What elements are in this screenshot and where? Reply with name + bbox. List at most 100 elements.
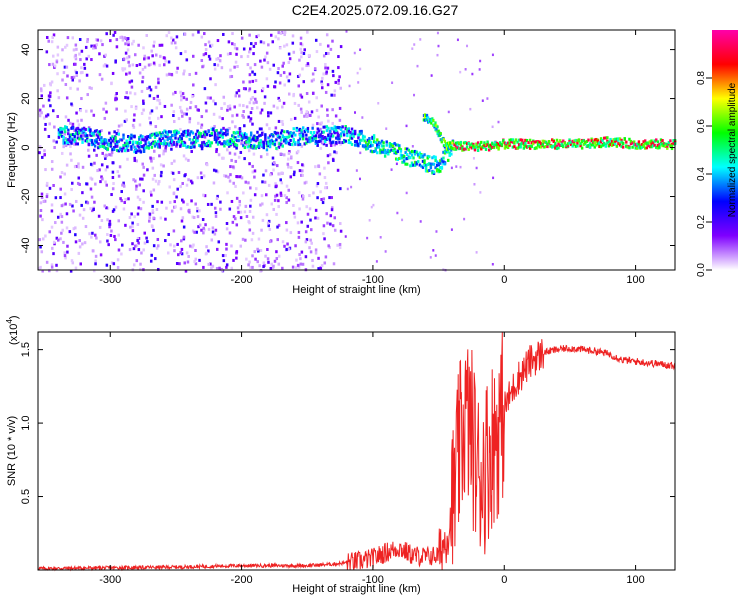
spectrogram-ridge-cell [298,137,302,141]
spectrogram-noise-cell [251,70,254,74]
spectrogram-noise-cell [287,198,291,202]
spectrogram-ridge-cell [152,142,155,146]
spectrogram-ridge-cell [122,133,125,137]
spectrogram-noise-cell [273,85,277,89]
spectrogram-noise-cell [174,205,177,209]
spectrogram-noise-cell [170,209,174,213]
spectrogram-noise-cell [176,242,179,246]
spectrogram-noise-cell [268,127,271,131]
spectrogram-noise-cell [325,33,329,37]
spectrogram-noise-cell [74,266,78,270]
spectrogram-ridge-cell [595,139,598,143]
spectrogram-ridge-cell [383,148,387,152]
spectrogram-ridge-cell [571,144,574,148]
spectrogram-noise-cell [127,43,130,47]
spectrogram-noise-cell [180,219,184,223]
spectrogram-ridge-cell [114,136,117,140]
spectrogram-ridge-cell [60,134,64,138]
spectrogram-ridge-cell [339,132,343,136]
spectrogram-ridge-cell [322,136,325,140]
spectrogram-ridge-cell [437,168,440,172]
snr-scale-factor: (x104) [5,315,20,345]
spectrogram-noise-cell [354,111,357,114]
spectrogram-noise-cell [225,265,228,269]
spectrogram-x-tick-label: 100 [626,274,644,286]
spectrogram-noise-cell [331,69,335,73]
spectrogram-noise-cell [289,118,293,122]
spectrogram-noise-cell [94,182,97,186]
spectrogram-noise-cell [285,184,289,188]
spectrogram-noise-cell [265,51,269,55]
spectrogram-noise-cell [263,95,267,99]
spectrogram-noise-cell [68,202,72,206]
spectrogram-ridge-cell [57,128,61,132]
spectrogram-ridge-cell [607,140,611,144]
spectrogram-noise-cell [232,215,236,219]
spectrogram-ridge-cell [138,142,141,146]
spectrogram-ridge-cell [486,143,489,147]
spectrogram-noise-cell [300,55,303,59]
spectrogram-noise-cell [266,84,270,88]
spectrogram-ridge-cell [420,164,423,168]
spectrogram-noise-cell [213,63,216,67]
spectrogram-ridge-cell [476,145,480,149]
spectrogram-ridge-cell [226,139,229,143]
spectrogram-noise-cell [219,200,222,204]
spectrogram-noise-cell [152,61,156,65]
spectrogram-ridge-cell [308,140,311,144]
spectrogram-noise-cell [191,95,194,99]
spectrogram-ridge-cell [522,146,526,150]
spectrogram-noise-cell [209,262,212,266]
spectrogram-noise-cell [279,73,283,77]
spectrogram-ridge-cell [448,153,451,157]
spectrogram-noise-cell [71,122,75,126]
spectrogram-ridge-cell [480,140,483,144]
spectrogram-ridge-cell [461,146,464,150]
snr-x-tick-label: 0 [501,574,507,586]
spectrogram-ridge-cell [229,137,232,141]
spectrogram-ridge-cell [259,139,262,143]
spectrogram-noise-cell [278,99,281,103]
spectrogram-ridge-cell [591,143,595,147]
spectrogram-noise-cell [165,206,168,210]
colorbar-ticks: 0.00.20.40.60.8 [696,71,712,277]
spectrogram-ridge-cell [142,144,146,148]
spectrogram-noise-cell [235,146,238,150]
spectrogram-ridge-cell [360,138,363,142]
snr-x-tick-label: 100 [626,574,644,586]
spectrogram-noise-cell [331,108,334,112]
spectrogram-ridge-cell [100,141,103,145]
spectrogram-noise-cell [202,226,205,230]
spectrogram-noise-cell [135,64,139,68]
spectrogram-noise-cell [97,142,100,146]
spectrogram-noise-cell [44,234,47,238]
spectrogram-noise-cell [160,200,164,204]
spectrogram-ridge-cell [262,146,265,150]
spectrogram-noise-cell [282,101,286,105]
snr-y-axis-label: SNR (10 * v/v) [6,416,18,486]
spectrogram-ridge-cell [647,144,650,148]
spectrogram-noise-cell [277,96,280,100]
spectrogram-noise-cell [172,110,176,114]
spectrogram-ridge-cell [327,137,330,141]
spectrogram-noise-cell [172,192,176,196]
spectrogram-ridge-cell [158,145,161,149]
spectrogram-noise-cell [391,81,394,85]
spectrogram-ridge-cell [606,141,609,145]
spectrogram-noise-cell [185,97,188,101]
spectrogram-ridge-cell [216,131,220,135]
spectrogram-ridge-cell [287,141,291,145]
spectrogram-noise-cell [81,133,84,137]
spectrogram-noise-cell [311,258,314,262]
spectrogram-noise-cell [52,240,56,244]
spectrogram-ridge-cell [629,139,633,143]
spectrogram-ridge-cell [391,144,395,148]
spectrogram-noise-cell [71,204,74,208]
spectrogram-noise-cell [142,189,145,193]
spectrogram-noise-cell [94,38,98,42]
spectrogram-ridge-cell [428,169,431,173]
spectrogram-noise-cell [266,61,270,65]
spectrogram-ridge-cell [442,150,445,154]
spectrogram-ridge-cell [125,139,128,143]
